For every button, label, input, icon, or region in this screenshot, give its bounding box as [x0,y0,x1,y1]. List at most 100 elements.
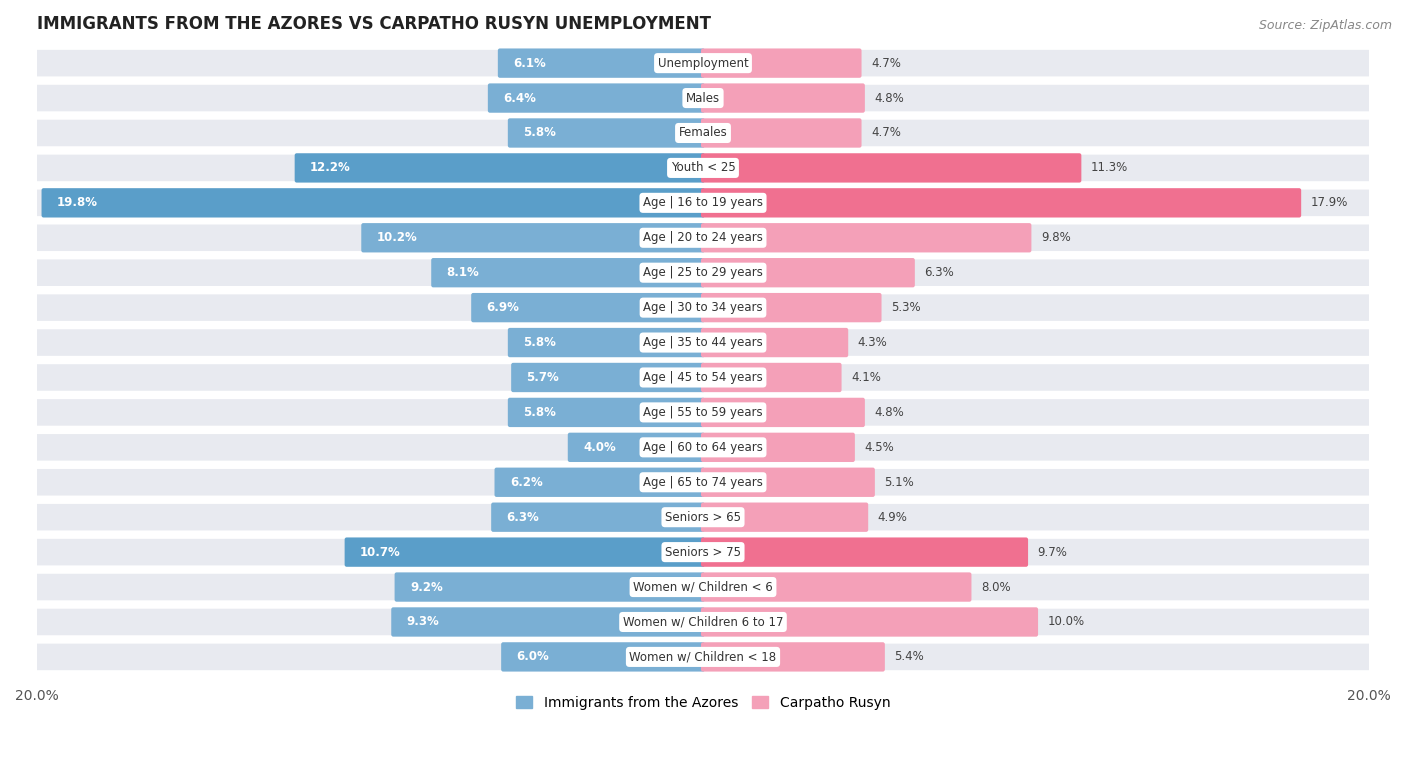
FancyBboxPatch shape [37,364,1369,391]
Text: Age | 60 to 64 years: Age | 60 to 64 years [643,441,763,454]
Text: 9.2%: 9.2% [411,581,443,593]
FancyBboxPatch shape [37,260,1369,286]
Text: 6.4%: 6.4% [503,92,536,104]
FancyBboxPatch shape [702,607,1038,637]
Text: Age | 55 to 59 years: Age | 55 to 59 years [643,406,763,419]
Text: 6.2%: 6.2% [510,475,543,489]
FancyBboxPatch shape [508,118,704,148]
FancyBboxPatch shape [702,293,882,322]
Text: Women w/ Children < 18: Women w/ Children < 18 [630,650,776,663]
Text: 4.1%: 4.1% [851,371,882,384]
FancyBboxPatch shape [37,643,1369,670]
FancyBboxPatch shape [498,48,704,78]
FancyBboxPatch shape [344,537,704,567]
FancyBboxPatch shape [37,574,1369,600]
FancyBboxPatch shape [37,189,1369,216]
FancyBboxPatch shape [37,294,1369,321]
Text: Females: Females [679,126,727,139]
Text: Males: Males [686,92,720,104]
FancyBboxPatch shape [702,433,855,462]
FancyBboxPatch shape [37,120,1369,146]
FancyBboxPatch shape [37,434,1369,460]
FancyBboxPatch shape [702,572,972,602]
Text: 4.7%: 4.7% [872,126,901,139]
FancyBboxPatch shape [37,85,1369,111]
Text: 10.7%: 10.7% [360,546,401,559]
Text: 4.7%: 4.7% [872,57,901,70]
Text: Unemployment: Unemployment [658,57,748,70]
FancyBboxPatch shape [702,118,862,148]
Text: 5.4%: 5.4% [894,650,924,663]
FancyBboxPatch shape [501,642,704,671]
Text: 5.3%: 5.3% [891,301,921,314]
FancyBboxPatch shape [512,363,704,392]
FancyBboxPatch shape [702,258,915,288]
Text: 6.9%: 6.9% [486,301,519,314]
Text: 6.1%: 6.1% [513,57,546,70]
Text: 4.3%: 4.3% [858,336,887,349]
Text: 9.3%: 9.3% [406,615,439,628]
FancyBboxPatch shape [295,153,704,182]
Text: Age | 45 to 54 years: Age | 45 to 54 years [643,371,763,384]
FancyBboxPatch shape [495,468,704,497]
FancyBboxPatch shape [361,223,704,252]
Text: 8.0%: 8.0% [981,581,1011,593]
Text: Women w/ Children 6 to 17: Women w/ Children 6 to 17 [623,615,783,628]
Text: Age | 16 to 19 years: Age | 16 to 19 years [643,196,763,210]
FancyBboxPatch shape [702,328,848,357]
Text: Source: ZipAtlas.com: Source: ZipAtlas.com [1258,19,1392,32]
Text: IMMIGRANTS FROM THE AZORES VS CARPATHO RUSYN UNEMPLOYMENT: IMMIGRANTS FROM THE AZORES VS CARPATHO R… [37,15,711,33]
FancyBboxPatch shape [37,504,1369,531]
FancyBboxPatch shape [37,50,1369,76]
Text: 11.3%: 11.3% [1091,161,1128,174]
FancyBboxPatch shape [37,609,1369,635]
FancyBboxPatch shape [568,433,704,462]
FancyBboxPatch shape [508,397,704,427]
Text: 17.9%: 17.9% [1310,196,1348,210]
Text: 4.8%: 4.8% [875,406,904,419]
FancyBboxPatch shape [491,503,704,532]
Text: 4.9%: 4.9% [877,511,908,524]
FancyBboxPatch shape [702,642,884,671]
Text: 12.2%: 12.2% [309,161,350,174]
Text: Age | 20 to 24 years: Age | 20 to 24 years [643,232,763,245]
Legend: Immigrants from the Azores, Carpatho Rusyn: Immigrants from the Azores, Carpatho Rus… [510,690,896,715]
FancyBboxPatch shape [702,188,1301,217]
Text: 10.0%: 10.0% [1047,615,1085,628]
Text: Women w/ Children < 6: Women w/ Children < 6 [633,581,773,593]
FancyBboxPatch shape [702,363,842,392]
Text: 19.8%: 19.8% [56,196,98,210]
Text: Seniors > 65: Seniors > 65 [665,511,741,524]
FancyBboxPatch shape [37,539,1369,565]
FancyBboxPatch shape [508,328,704,357]
Text: 6.3%: 6.3% [506,511,540,524]
Text: 5.8%: 5.8% [523,126,555,139]
Text: 6.3%: 6.3% [925,266,955,279]
Text: 4.8%: 4.8% [875,92,904,104]
FancyBboxPatch shape [37,225,1369,251]
FancyBboxPatch shape [471,293,704,322]
Text: 9.7%: 9.7% [1038,546,1067,559]
FancyBboxPatch shape [37,399,1369,425]
Text: Youth < 25: Youth < 25 [671,161,735,174]
Text: 4.5%: 4.5% [865,441,894,454]
Text: 8.1%: 8.1% [447,266,479,279]
Text: 9.8%: 9.8% [1040,232,1071,245]
FancyBboxPatch shape [702,83,865,113]
FancyBboxPatch shape [702,537,1028,567]
FancyBboxPatch shape [37,469,1369,496]
FancyBboxPatch shape [391,607,704,637]
Text: 5.8%: 5.8% [523,336,555,349]
Text: Age | 30 to 34 years: Age | 30 to 34 years [643,301,763,314]
Text: 5.7%: 5.7% [526,371,560,384]
FancyBboxPatch shape [37,329,1369,356]
Text: 5.8%: 5.8% [523,406,555,419]
FancyBboxPatch shape [395,572,704,602]
FancyBboxPatch shape [488,83,704,113]
FancyBboxPatch shape [702,223,1032,252]
FancyBboxPatch shape [702,153,1081,182]
FancyBboxPatch shape [42,188,704,217]
Text: 4.0%: 4.0% [583,441,616,454]
Text: Age | 25 to 29 years: Age | 25 to 29 years [643,266,763,279]
Text: 10.2%: 10.2% [377,232,418,245]
